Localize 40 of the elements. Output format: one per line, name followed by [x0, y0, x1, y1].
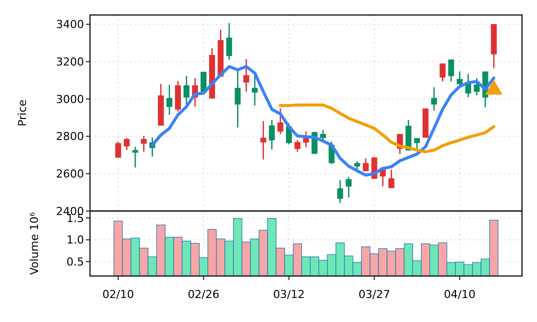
y-axis-title: Price	[16, 99, 29, 126]
candlestick	[226, 22, 232, 60]
candlestick	[294, 139, 300, 152]
candlestick	[320, 129, 326, 141]
candlestick	[140, 135, 147, 152]
candlestick	[465, 73, 472, 98]
x-tick-label: 02/26	[188, 288, 220, 301]
y-axis-title: Volume 10⁶	[28, 212, 41, 275]
candlestick	[268, 119, 275, 150]
candlestick	[174, 80, 181, 112]
candlestick	[260, 120, 266, 160]
candlestick	[337, 180, 344, 204]
candlestick	[362, 158, 369, 172]
y-tick-label: 1.0	[66, 234, 84, 247]
candlestick	[346, 176, 352, 198]
candlestick	[388, 168, 394, 189]
candlestick	[115, 141, 122, 158]
candlestick	[252, 74, 258, 106]
y-tick-label: 3000	[56, 92, 84, 106]
x-tick-label: 03/27	[358, 288, 390, 301]
y-tick-label: 3400	[56, 18, 84, 32]
candlestick	[474, 77, 480, 96]
candlestick	[234, 69, 241, 128]
y-tick-label: 0.5	[66, 255, 84, 268]
x-tick-label: 04/10	[444, 288, 476, 301]
candlestick	[431, 86, 438, 112]
candlestick	[448, 59, 454, 82]
candlestick	[166, 84, 172, 116]
candlestick	[440, 63, 446, 82]
candlestick	[243, 58, 250, 92]
line-series	[278, 103, 496, 154]
y-tick-label: 3200	[56, 56, 84, 69]
y-tick-label: 2800	[56, 130, 84, 144]
y-tick-label: 2600	[56, 168, 84, 181]
x-tick-label: 02/10	[102, 288, 134, 301]
candlestick	[277, 108, 284, 135]
candlestick	[132, 146, 138, 168]
x-tick-label: 03/12	[273, 288, 305, 301]
candlestick	[124, 137, 130, 151]
candlestick	[184, 75, 190, 108]
